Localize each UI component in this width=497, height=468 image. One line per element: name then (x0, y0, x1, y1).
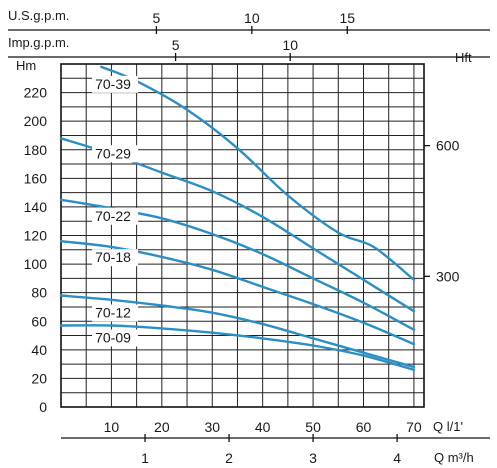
y-tick-label: 160 (24, 170, 48, 186)
curve-70-12 (59, 294, 416, 369)
curve-label-background (92, 75, 139, 93)
y-tick-label: 220 (24, 85, 48, 101)
curve-labels: 70-39 70-29 70-22 70-18 70-12 70-09 (92, 75, 139, 347)
hft-axis-ticks: 300 600 (424, 138, 460, 284)
x-tick-label: 50 (305, 419, 321, 435)
m3h-tick-label: 2 (225, 450, 233, 466)
curve-label-background (92, 249, 139, 267)
impgpm-tick-label: 5 (172, 37, 180, 53)
x-tick-label: 30 (204, 419, 220, 435)
usgpm-tick-label: 5 (153, 10, 161, 26)
y-tick-label: 40 (31, 342, 47, 358)
curve-label-background (92, 145, 139, 163)
curve-label-70-12: 70-12 (95, 305, 131, 321)
usgpm-tick-label: 10 (244, 10, 260, 26)
m3h-tick-label: 3 (309, 450, 317, 466)
y-tick-label: 0 (39, 399, 47, 415)
grid (61, 64, 424, 407)
x-axis-label: Q l/1' (433, 419, 463, 434)
plot-frame (60, 63, 425, 408)
y-tick-label: 120 (24, 228, 48, 244)
m3h-axis-ticks: 1 2 3 4 (61, 434, 490, 466)
curve-70-09 (59, 324, 416, 371)
curve-label-background (92, 304, 139, 322)
y-axis-ticks: 0 20 40 60 80 100 120 140 160 180 200 220 (24, 85, 48, 415)
y-tick-label: 20 (31, 370, 47, 386)
x-tick-label: 40 (255, 419, 271, 435)
curve-label-70-18: 70-18 (95, 249, 131, 265)
y-tick-label: 180 (24, 142, 48, 158)
y-tick-label: 100 (24, 256, 48, 272)
x-tick-label: 10 (104, 419, 120, 435)
curve-70-39 (100, 65, 416, 281)
y-tick-label: 60 (31, 313, 47, 329)
hft-tick-label: 300 (436, 268, 460, 284)
hft-axis-label: Hft (455, 50, 472, 65)
y-tick-label: 200 (24, 113, 48, 129)
usgpm-axis-label: U.S.g.p.m. (8, 8, 69, 23)
x-tick-label: 20 (154, 419, 170, 435)
plot-border (60, 63, 425, 408)
curve-label-70-22: 70-22 (95, 208, 131, 224)
x-tick-label: 60 (356, 419, 372, 435)
curve-label-background (92, 329, 139, 347)
curve-label-70-29: 70-29 (95, 145, 131, 161)
hft-tick-label: 600 (436, 138, 460, 154)
curve-label-70-09: 70-09 (95, 330, 131, 346)
y-axis-label: Hm (16, 58, 36, 73)
m3h-tick-label: 4 (393, 450, 401, 466)
m3h-axis-label: Q m³/h (434, 450, 474, 465)
x-axis-ticks: 10 20 30 40 50 60 70 (104, 419, 422, 435)
impgpm-axis-label: Imp.g.p.m. (8, 35, 69, 50)
impgpm-tick-label: 10 (282, 37, 298, 53)
y-tick-label: 140 (24, 199, 48, 215)
top-axes: 5 10 15 5 10 (8, 10, 490, 61)
usgpm-tick-label: 15 (339, 10, 355, 26)
y-tick-label: 80 (31, 285, 47, 301)
curve-label-background (92, 207, 139, 225)
x-tick-label: 70 (406, 419, 422, 435)
m3h-tick-label: 1 (141, 450, 149, 466)
curve-label-70-39: 70-39 (95, 76, 131, 92)
curve-70-18 (59, 240, 416, 346)
